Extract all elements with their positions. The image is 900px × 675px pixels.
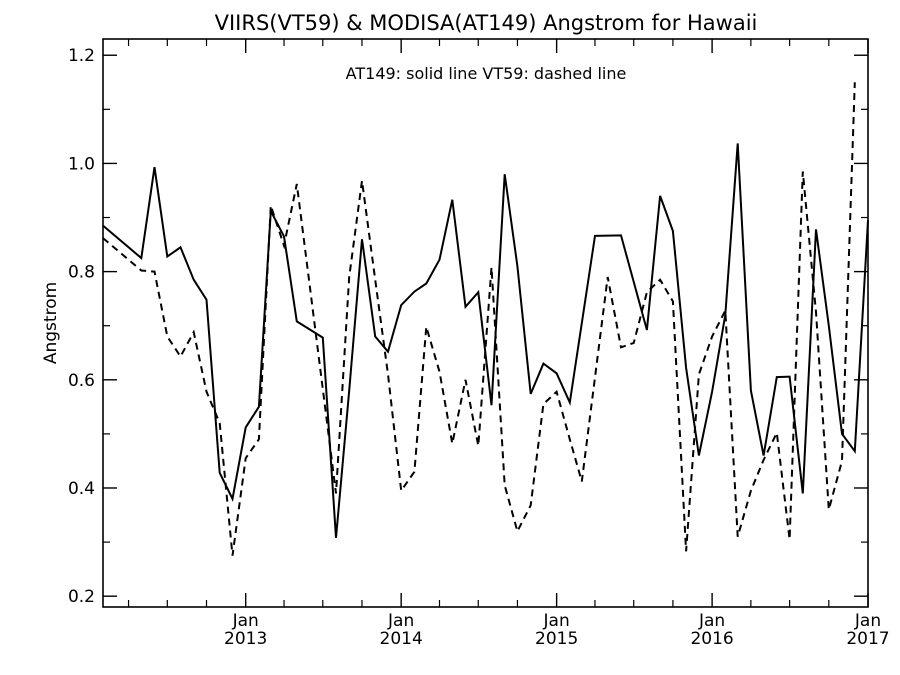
chart-title: VIIRS(VT59) & MODISA(AT149) Angstrom for… [215,11,758,35]
y-tick-label: 0.8 [68,263,95,283]
x-tick-label-month: Jan [232,611,259,631]
series-layer [102,82,869,556]
x-tick-label-month: Jan [698,611,725,631]
x-tick-label-year: 2013 [224,629,267,649]
series-line-at149 [102,143,869,538]
y-axis-label: Angstrom [41,282,61,364]
x-tick-label-year: 2014 [380,629,423,649]
x-tick-label-year: 2017 [846,629,889,649]
y-tick-label: 1.2 [68,46,95,66]
x-tick-label-month: Jan [543,611,570,631]
plot-frame [102,38,869,608]
series-style-note: AT149: solid line VT59: dashed line [346,64,627,83]
x-tick-label-year: 2016 [690,629,733,649]
axis-ticks: 0.20.40.60.81.01.2Jan2013Jan2014Jan2015J… [68,39,890,649]
x-tick-label-year: 2015 [535,629,578,649]
y-tick-label: 1.0 [68,154,95,174]
series-line-vt59 [102,82,856,556]
y-tick-label: 0.4 [68,479,95,499]
y-tick-label: 0.6 [68,371,95,391]
x-tick-label-month: Jan [854,611,881,631]
x-tick-label-month: Jan [387,611,414,631]
y-tick-label: 0.2 [68,587,95,607]
